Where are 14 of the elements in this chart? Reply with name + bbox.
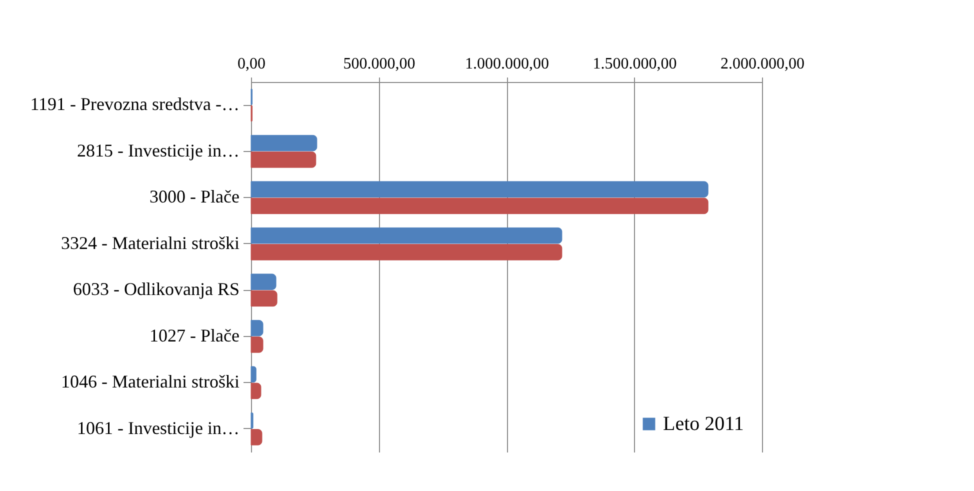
legend-label: Leto 2011 xyxy=(663,413,744,435)
y-tick-label: 6033 - Odlikovanja RS xyxy=(73,279,240,300)
x-tick-label: 0,00 xyxy=(238,56,266,72)
y-tick-label: 3324 - Materialni stroški xyxy=(61,232,240,253)
y-tick-label: 1027 - Plače xyxy=(150,325,240,346)
x-tick-label: 500.000,00 xyxy=(343,56,416,72)
y-tick-label: 3000 - Plače xyxy=(150,186,240,207)
x-tick-label: 1.500.000,00 xyxy=(592,56,677,72)
y-tick-label: 2815 - Investicije in… xyxy=(77,140,240,160)
y-tick-label: 1061 - Investicije in… xyxy=(77,418,240,438)
y-tick-label: 1191 - Prevozna sredstva -… xyxy=(30,94,240,114)
x-tick-label: 2.000.000,00 xyxy=(720,56,804,72)
x-tick-label: 1.000.000,00 xyxy=(465,56,549,72)
y-tick-label: 1046 - Materialni stroški xyxy=(61,372,240,392)
